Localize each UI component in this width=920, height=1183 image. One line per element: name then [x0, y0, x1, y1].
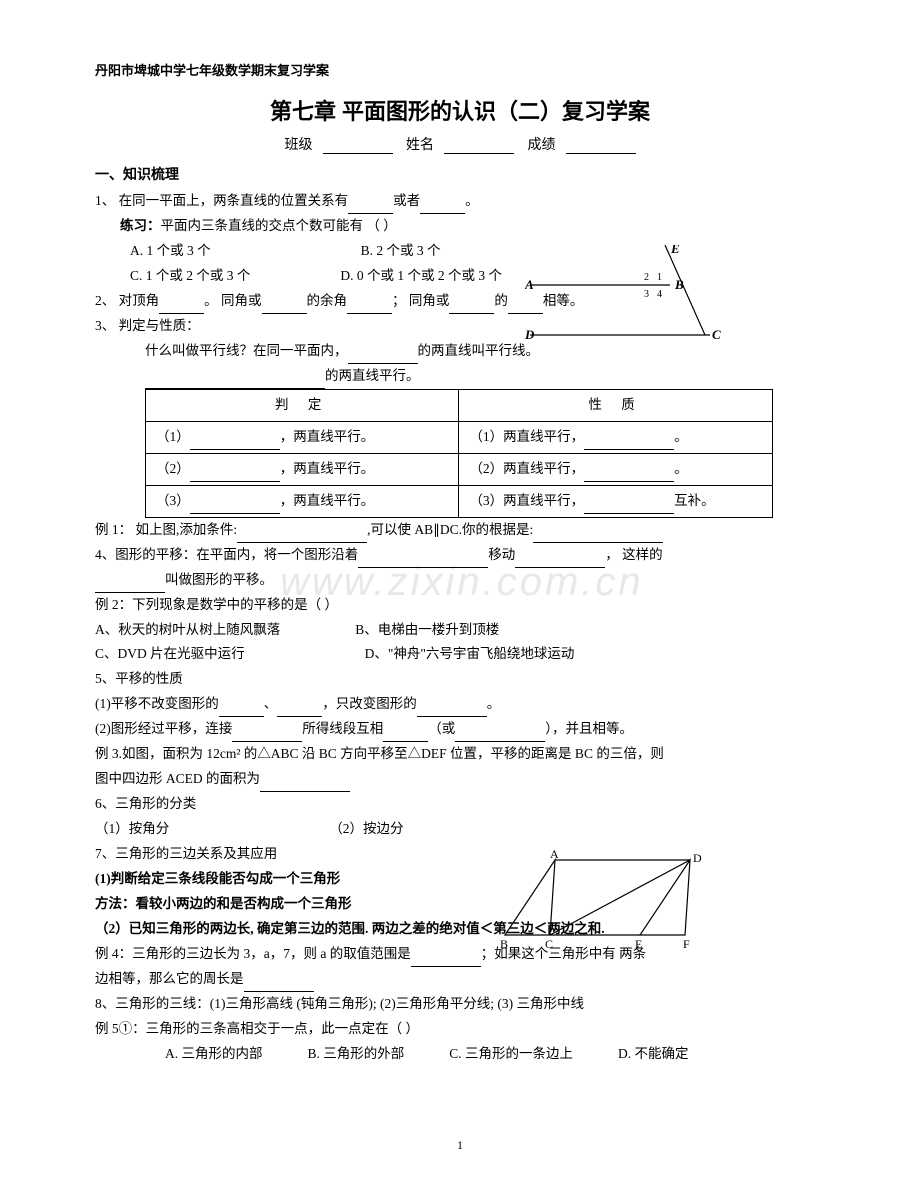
svg-text:1: 1 [657, 272, 662, 283]
q3-line3: 的两直线平行。 [95, 364, 825, 389]
svg-text:E: E [670, 245, 680, 256]
svg-text:D: D [525, 327, 535, 342]
svg-text:4: 4 [657, 289, 662, 300]
ex5-options: A. 三角形的内部 B. 三角形的外部 C. 三角形的一条边上 D. 不能确定 [95, 1042, 825, 1067]
q4-line2: 叫做图形的平移。 [95, 568, 825, 593]
table-row: （1），两直线平行。 （1）两直线平行，。 [146, 421, 773, 453]
ex2-options-cd: C、DVD 片在光驱中运行D、"神舟"六号宇宙飞船绕地球运动 [95, 642, 825, 667]
table-header-1: 判 定 [146, 389, 459, 421]
ex2-options-ab: A、秋天的树叶从树上随风飘落B、电梯由一楼升到顶楼 [95, 618, 825, 643]
q6-title: 6、三角形的分类 [95, 792, 825, 817]
q1-practice: 练习：平面内三条直线的交点个数可能有 （ ） [95, 214, 825, 239]
example-3-line1: 例 3.如图，面积为 12cm² 的△ABC 沿 BC 方向平移至△DEF 位置… [95, 742, 825, 767]
class-label: 班级 [285, 138, 313, 153]
example-3-line2: 图中四边形 ACED 的面积为 [95, 767, 825, 792]
svg-text:B: B [500, 937, 508, 951]
page-header: 丹阳市埤城中学七年级数学期末复习学案 [95, 60, 825, 79]
q5-sub1: (1)平移不改变图形的、，只改变图形的。 [95, 692, 825, 717]
example-4-line2: 边相等，那么它的周长是 [95, 967, 825, 992]
svg-text:D: D [693, 851, 702, 865]
document-title: 第七章 平面图形的认识（二）复习学案 [95, 94, 825, 126]
q5-title: 5、平移的性质 [95, 667, 825, 692]
q6-subs: （1）按角分（2）按边分 [95, 817, 825, 842]
example-2: 例 2：下列现象是数学中的平移的是（ ） [95, 593, 825, 618]
geometry-diagram-2: A D B C E F [495, 850, 725, 960]
svg-text:E: E [635, 937, 642, 951]
table-row: （3），两直线平行。 （3）两直线平行，互补。 [146, 485, 773, 517]
q5-sub2: (2)图形经过平移，连接所得线段互相（或），并且相等。 [95, 717, 825, 742]
subtitle-row: 班级 姓名 成绩 [95, 134, 825, 154]
properties-table: 判 定 性 质 （1），两直线平行。 （1）两直线平行，。 （2），两直线平行。… [145, 389, 773, 518]
score-label: 成绩 [528, 138, 556, 153]
svg-text:3: 3 [644, 289, 649, 300]
example-5: 例 5①：三角形的三条高相交于一点，此一点定在（ ） [95, 1017, 825, 1042]
table-row: （2），两直线平行。 （2）两直线平行，。 [146, 453, 773, 485]
name-label: 姓名 [406, 138, 434, 153]
section-1-title: 一、知识梳理 [95, 164, 825, 184]
q4-line1: 4、图形的平移：在平面内，将一个图形沿着移动， 这样的 [95, 543, 825, 568]
svg-text:A: A [550, 850, 559, 861]
q1-line: 1、 在同一平面上，两条直线的位置关系有或者。 [95, 189, 825, 214]
svg-text:C: C [712, 327, 721, 342]
geometry-diagram-1: A B C D E 2 1 3 4 [525, 245, 725, 360]
page-number: 1 [457, 1138, 463, 1153]
svg-text:2: 2 [644, 272, 649, 283]
table-header-2: 性 质 [459, 389, 772, 421]
svg-text:F: F [683, 937, 690, 951]
example-1: 例 1： 如上图,添加条件:,可以使 AB∥DC.你的根据是: [95, 518, 825, 543]
q8-line: 8、三角形的三线：(1)三角形高线 (钝角三角形); (2)三角形角平分线; (… [95, 992, 825, 1017]
svg-text:A: A [525, 277, 534, 292]
svg-text:B: B [674, 277, 684, 292]
svg-text:C: C [545, 937, 553, 951]
